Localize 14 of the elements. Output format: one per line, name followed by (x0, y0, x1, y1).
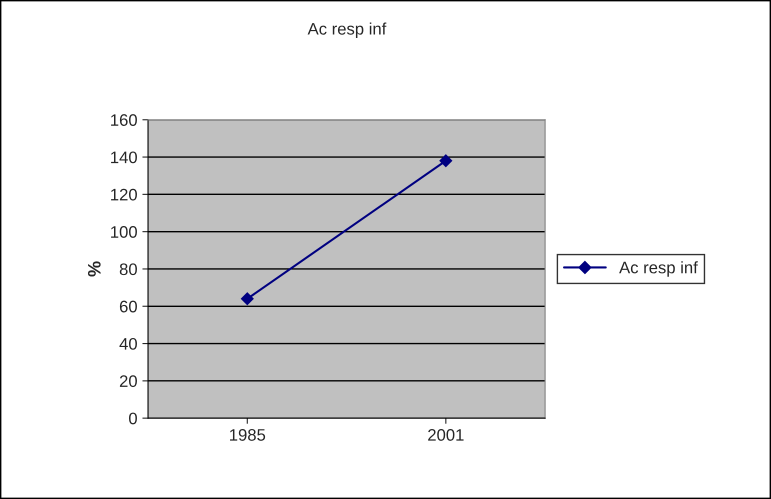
y-tick-label: 120 (111, 188, 137, 201)
y-tick-label: 60 (120, 300, 137, 312)
y-tick-label: 40 (119, 338, 137, 350)
x-tick-label: 2001 (428, 429, 464, 441)
y-axis-title: % (88, 261, 101, 277)
y-tick-label: 160 (111, 114, 137, 126)
legend-label: Ac resp inf (619, 261, 698, 277)
y-tick-label: 140 (111, 151, 137, 164)
x-tick-label: 1985 (230, 429, 266, 441)
y-tick-label: 20 (120, 375, 137, 388)
y-tick-label: 100 (111, 226, 137, 238)
chart-title: Ac resp inf (308, 22, 386, 38)
y-tick-label: 0 (129, 412, 137, 424)
y-tick-label: 80 (120, 263, 137, 276)
